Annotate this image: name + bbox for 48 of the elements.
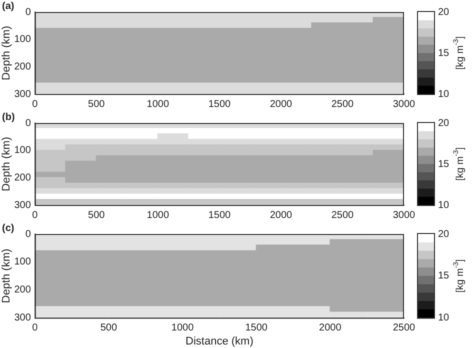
y-tick-label: 300 <box>14 88 32 100</box>
x-tick-label: 0 <box>32 322 38 334</box>
x-tick-label: 2000 <box>319 322 342 334</box>
x-tick-label: 1500 <box>208 98 231 110</box>
x-tick-label: 2000 <box>270 210 293 221</box>
y-tick-label: 100 <box>14 145 32 156</box>
x-tick-label: 1500 <box>245 322 268 334</box>
x-tick-label: 500 <box>88 210 106 221</box>
x-tick-label: 3000 <box>392 210 416 221</box>
y-tick-label: 200 <box>14 172 32 184</box>
color-bar-label: 10 <box>438 312 450 324</box>
x-tick-label: 3000 <box>392 98 416 110</box>
chart-title: (c) <box>2 222 14 234</box>
x-tick-label: 1500 <box>208 210 231 221</box>
color-bar-label: 20 <box>438 118 450 129</box>
color-bar-label: 15 <box>438 158 450 170</box>
y-axis-title: Depth (km) <box>0 26 13 80</box>
x-tick-label: 0 <box>32 210 38 221</box>
chart-title: (a) <box>2 0 14 12</box>
chart-title: (b) <box>2 112 15 123</box>
x-tick-label: 1000 <box>171 322 194 334</box>
y-tick-label: 0 <box>25 6 32 18</box>
y-axis-title: Depth (km) <box>0 248 13 304</box>
x-tick-label: 0 <box>32 98 38 110</box>
x-tick-label: 2500 <box>331 98 354 110</box>
x-tick-label: 1000 <box>146 210 170 221</box>
y-tick-label: 100 <box>14 34 32 46</box>
y-tick-label: 300 <box>14 312 32 324</box>
color-bar-label: 20 <box>438 6 450 18</box>
color-bar-label: 20 <box>438 228 450 240</box>
y-tick-label: 200 <box>14 284 32 296</box>
y-tick-label: 100 <box>14 256 32 268</box>
color-bar-label: 10 <box>438 200 450 211</box>
x-tick-label: 2500 <box>331 210 354 221</box>
y-tick-label: 0 <box>25 118 32 129</box>
color-bar-label: 15 <box>438 48 450 59</box>
x-tick-label: 2500 <box>392 322 416 334</box>
x-tick-label: 500 <box>100 322 118 334</box>
color-bar-label: 10 <box>438 88 450 100</box>
x-axis-title: Distance (km) <box>186 335 254 348</box>
x-tick-label: 1000 <box>146 98 170 110</box>
color-bar-label: 15 <box>438 270 450 282</box>
y-tick-label: 0 <box>25 228 32 240</box>
y-tick-label: 200 <box>14 61 32 72</box>
x-tick-label: 2000 <box>270 98 293 110</box>
y-tick-label: 300 <box>14 200 32 211</box>
x-tick-label: 500 <box>88 98 106 110</box>
y-axis-title: Depth (km) <box>0 136 13 192</box>
